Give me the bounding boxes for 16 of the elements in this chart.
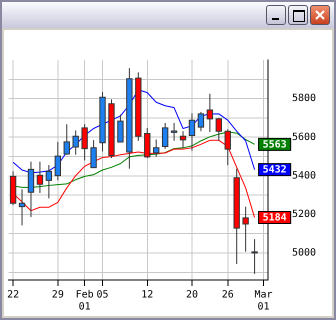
data-label: 5432 [262,164,287,176]
y-tick-label: 5800 [292,93,316,104]
x-tick-label: 29 [52,290,64,301]
x-tick-label: 12 [141,290,154,301]
y-tick-label: 5200 [292,208,316,220]
y-tick-label: 5600 [292,132,316,143]
x-tick-label: Feb 01 [76,290,94,313]
x-tick-label: 05 [96,290,109,301]
data-label: 5563 [262,139,287,150]
x-tick-label: Mar 01 [254,290,273,313]
data-label: 5184 [262,212,287,224]
x-tick-label: 22 [7,290,20,301]
y-tick-label: 5400 [292,170,316,182]
x-tick-label: 20 [186,290,198,301]
y-tick-label: 5000 [292,248,316,259]
x-tick-label: 26 [222,290,234,301]
